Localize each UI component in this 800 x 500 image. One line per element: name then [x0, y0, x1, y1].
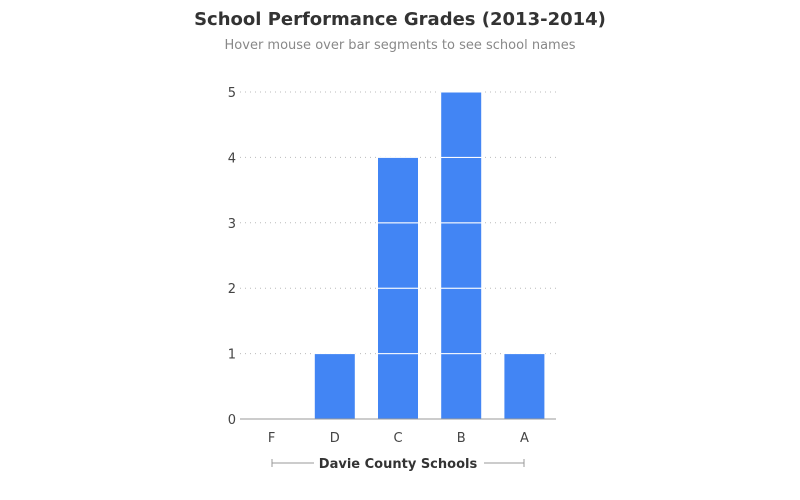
x-tick-label: B [457, 431, 466, 446]
bar-segment[interactable] [377, 222, 419, 289]
bar-segment[interactable] [440, 91, 483, 158]
chart-title: School Performance Grades (2013-2014) [194, 9, 606, 30]
y-tick-label: 0 [228, 413, 236, 428]
y-tick-labels: 0 1 2 3 4 5 [228, 86, 236, 428]
y-tick-label: 5 [228, 86, 236, 101]
bar-segment[interactable] [313, 353, 356, 420]
bar-segment[interactable] [377, 156, 419, 224]
bar-d[interactable] [313, 353, 356, 420]
bar-segment[interactable] [440, 156, 483, 224]
bar-segment[interactable] [377, 287, 419, 355]
y-tick-label: 3 [228, 217, 236, 232]
x-tick-label: F [268, 431, 275, 446]
bar-b[interactable] [440, 91, 483, 420]
y-tick-label: 1 [228, 348, 236, 363]
x-axis-title-group: Davie County Schools [271, 457, 525, 472]
bar-segment[interactable] [377, 353, 419, 420]
x-tick-label: A [520, 431, 529, 446]
bar-a[interactable] [503, 353, 546, 420]
x-tick-label: D [330, 431, 340, 446]
x-axis-title: Davie County Schools [319, 457, 478, 472]
x-tick-label: C [393, 431, 402, 446]
y-tick-label: 4 [228, 151, 236, 166]
bar-segment[interactable] [503, 353, 546, 420]
bar-segment[interactable] [440, 222, 483, 289]
chart-subtitle: Hover mouse over bar segments to see sch… [224, 38, 576, 53]
bar-segment[interactable] [440, 287, 483, 355]
y-tick-label: 2 [228, 282, 236, 297]
bars [313, 91, 546, 420]
bar-segment[interactable] [440, 353, 483, 420]
bar-c[interactable] [377, 156, 419, 420]
